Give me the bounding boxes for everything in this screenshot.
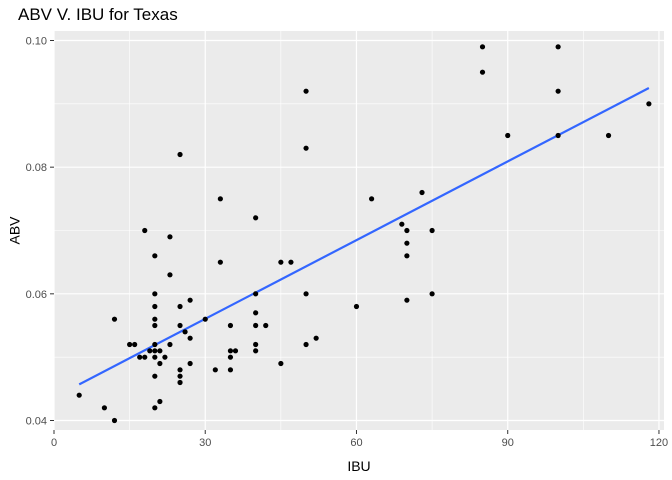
data-point — [162, 354, 168, 360]
data-point — [152, 291, 158, 297]
data-point — [182, 329, 188, 335]
data-point — [152, 253, 158, 259]
data-point — [227, 322, 234, 329]
data-point — [429, 227, 435, 234]
data-point — [353, 303, 360, 310]
y-tick-label: 0.04 — [26, 416, 47, 428]
y-axis-tick-labels: 0.04 0.06 0.08 0.10 — [26, 36, 47, 428]
data-point — [177, 303, 183, 310]
data-point — [167, 341, 173, 348]
trend-layer — [78, 87, 650, 386]
data-point — [232, 348, 239, 354]
data-point — [76, 392, 82, 398]
data-point — [369, 196, 375, 202]
data-point — [177, 367, 183, 373]
data-point — [419, 189, 425, 196]
data-point — [479, 44, 486, 50]
points-layer — [76, 44, 652, 424]
data-point — [132, 341, 138, 348]
data-point — [127, 341, 133, 348]
data-point — [404, 297, 410, 303]
data-point — [303, 145, 309, 151]
data-point — [111, 316, 118, 322]
major-gridlines — [53, 31, 664, 430]
x-tick-label: 90 — [502, 437, 514, 449]
data-point — [404, 240, 410, 246]
data-point — [404, 227, 410, 234]
data-point — [157, 348, 163, 354]
data-point — [177, 151, 183, 158]
data-point — [217, 196, 223, 202]
data-point — [167, 272, 173, 278]
data-point — [137, 354, 143, 360]
data-point — [152, 303, 158, 310]
y-tick-label: 0.06 — [26, 289, 47, 301]
y-tick-label: 0.10 — [26, 36, 47, 48]
data-point — [152, 316, 158, 322]
data-point — [253, 322, 259, 329]
data-point — [253, 348, 259, 354]
data-point — [646, 101, 652, 107]
data-point — [399, 221, 405, 227]
data-point — [288, 259, 294, 265]
y-axis-title: ABV — [7, 216, 23, 245]
chart-title: ABV V. IBU for Texas — [18, 5, 178, 24]
data-point — [555, 132, 561, 139]
data-point — [227, 348, 234, 354]
data-point — [142, 227, 148, 234]
data-point — [152, 405, 158, 411]
data-point — [142, 354, 148, 360]
data-point — [555, 44, 561, 50]
data-point — [227, 367, 234, 373]
data-point — [152, 348, 158, 354]
data-point — [187, 335, 193, 341]
data-point — [253, 291, 259, 297]
data-point — [152, 341, 158, 348]
data-point — [253, 215, 259, 221]
x-axis-title: IBU — [347, 458, 370, 474]
data-point — [253, 341, 259, 348]
x-tick-label: 120 — [650, 437, 668, 449]
data-point — [177, 373, 183, 379]
x-tick-label: 0 — [51, 437, 57, 449]
data-point — [605, 132, 612, 139]
x-tick-label: 60 — [350, 437, 362, 449]
data-point — [505, 132, 511, 139]
data-point — [212, 367, 218, 373]
data-point — [303, 88, 309, 94]
axis-ticks — [50, 40, 660, 434]
data-point — [263, 322, 269, 329]
trend-line — [78, 87, 650, 386]
data-point — [555, 88, 561, 94]
data-point — [217, 259, 223, 265]
data-point — [303, 341, 309, 348]
data-point — [479, 69, 486, 75]
data-point — [187, 297, 193, 303]
data-point — [278, 360, 284, 367]
data-point — [227, 354, 234, 360]
data-point — [177, 322, 183, 329]
data-point — [152, 322, 158, 329]
data-point — [429, 291, 435, 297]
data-point — [157, 360, 163, 367]
data-point — [313, 335, 319, 341]
data-point — [404, 253, 410, 259]
data-point — [152, 373, 158, 379]
data-point — [157, 398, 163, 405]
data-point — [187, 360, 193, 367]
data-point — [167, 234, 173, 240]
data-point — [202, 316, 208, 322]
data-point — [101, 405, 108, 411]
x-tick-label: 30 — [199, 437, 211, 449]
data-point — [253, 310, 259, 316]
data-point — [111, 417, 118, 424]
data-point — [177, 379, 183, 386]
y-tick-label: 0.08 — [26, 162, 47, 174]
data-point — [147, 348, 153, 354]
data-point — [278, 259, 284, 265]
data-point — [152, 354, 158, 360]
x-axis-tick-labels: 0 30 60 90 120 — [51, 437, 668, 449]
data-point — [303, 291, 309, 297]
